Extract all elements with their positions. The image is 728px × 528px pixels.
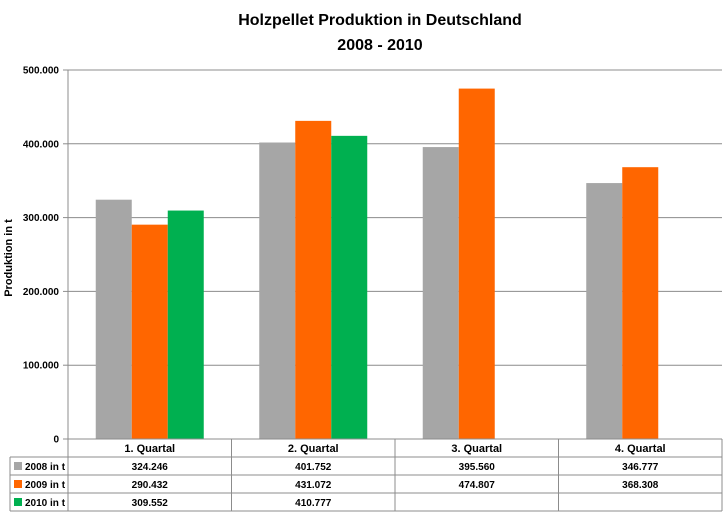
bars	[95, 88, 659, 440]
bar-2009-in-t-2	[295, 120, 332, 439]
data-label: 474.807	[459, 480, 496, 491]
data-label: 395.560	[459, 462, 496, 473]
data-label: 346.777	[622, 462, 659, 473]
legend-label: 2008 in t	[25, 462, 66, 473]
data-label: 309.552	[132, 498, 169, 509]
legend-swatch	[14, 462, 22, 470]
y-tick-label: 500.000	[23, 66, 60, 77]
data-label: 368.308	[622, 480, 659, 491]
legend-label: 2009 in t	[25, 480, 66, 491]
data-label: 431.072	[295, 480, 332, 491]
y-tick-label: 300.000	[23, 213, 60, 224]
bar-2008-in-t-4	[586, 183, 623, 439]
data-label: 290.432	[132, 480, 169, 491]
bar-2009-in-t-3	[458, 88, 495, 439]
bar-2008-in-t-2	[259, 142, 296, 439]
bar-2009-in-t-4	[622, 167, 659, 439]
y-axis-ticks: 0 100.000 200.000 300.000 400.000 500.000	[23, 66, 60, 446]
data-label: 401.752	[295, 462, 332, 473]
category-label: 3. Quartal	[451, 443, 502, 455]
y-tick-label: 400.000	[23, 139, 60, 150]
data-label: 324.246	[132, 462, 169, 473]
y-tick-label: 100.000	[23, 361, 60, 372]
chart-subtitle: 2008 - 2010	[337, 37, 423, 54]
category-label: 2. Quartal	[288, 443, 339, 455]
bar-2008-in-t-1	[95, 199, 132, 439]
y-axis-label: Produktion in t	[3, 219, 15, 297]
data-table: 1. Quartal 2. Quartal 3. Quartal 4. Quartal…	[9, 438, 723, 512]
bar-2010-in-t-2	[331, 135, 368, 440]
bar-2010-in-t-1	[167, 210, 204, 439]
legend-swatch	[14, 480, 22, 488]
data-label: 410.777	[295, 498, 332, 509]
bar-2008-in-t-3	[422, 147, 459, 439]
bar-2009-in-t-1	[131, 224, 168, 439]
y-tick-label: 200.000	[23, 287, 60, 298]
category-label: 4. Quartal	[615, 443, 666, 455]
legend-label: 2010 in t	[25, 498, 66, 509]
chart-title: Holzpellet Produktion in Deutschland	[238, 12, 522, 29]
legend-swatch	[14, 498, 22, 506]
y-tick-label: 0	[53, 435, 59, 446]
category-label: 1. Quartal	[124, 443, 175, 455]
